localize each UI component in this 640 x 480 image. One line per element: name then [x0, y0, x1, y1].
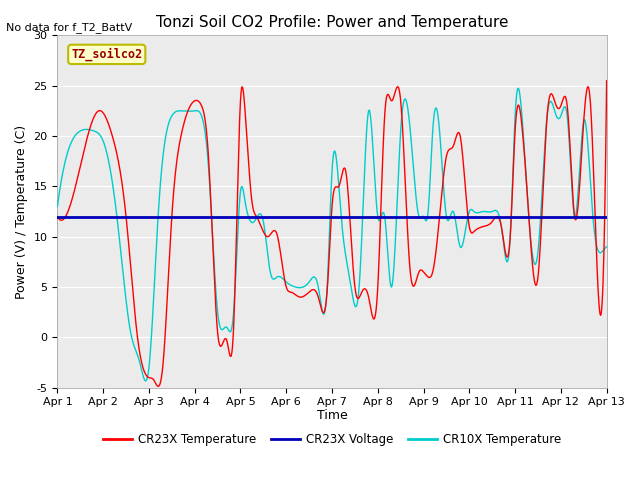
Text: No data for f_T2_BattV: No data for f_T2_BattV	[6, 22, 132, 33]
Title: Tonzi Soil CO2 Profile: Power and Temperature: Tonzi Soil CO2 Profile: Power and Temper…	[156, 15, 508, 30]
X-axis label: Time: Time	[317, 409, 348, 422]
Y-axis label: Power (V) / Temperature (C): Power (V) / Temperature (C)	[15, 124, 28, 299]
Legend: CR23X Temperature, CR23X Voltage, CR10X Temperature: CR23X Temperature, CR23X Voltage, CR10X …	[98, 428, 566, 451]
Text: TZ_soilco2: TZ_soilco2	[71, 48, 142, 61]
